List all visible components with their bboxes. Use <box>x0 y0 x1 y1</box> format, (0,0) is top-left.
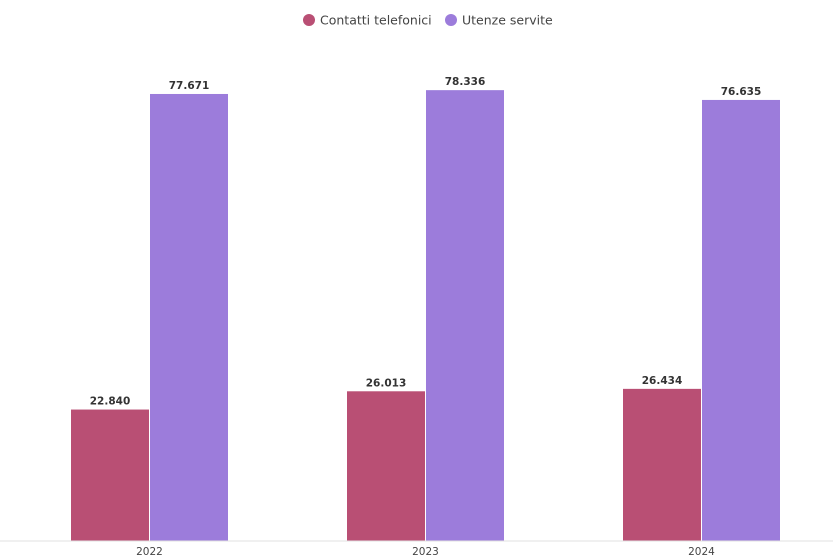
x-tick-label-2024: 2024 <box>688 546 715 558</box>
bar-contatti-telefonici-2024 <box>623 388 701 541</box>
x-axis-ticks: 2022 2023 2024 <box>136 546 715 558</box>
value-label-utenze-servite-2024: 76.635 <box>721 86 762 98</box>
legend-label-utenze-servite: Utenze servite <box>462 13 553 28</box>
bar-utenze-servite-2022 <box>150 93 228 541</box>
x-tick-label-2022: 2022 <box>136 546 163 558</box>
legend-marker-contatti-telefonici <box>303 14 315 26</box>
value-label-utenze-servite-2023: 78.336 <box>445 76 486 88</box>
legend-label-contatti-telefonici: Contatti telefonici <box>320 13 432 28</box>
value-label-contatti-telefonici-2022: 22.840 <box>90 396 131 408</box>
value-label-contatti-telefonici-2023: 26.013 <box>366 377 407 389</box>
bar-contatti-telefonici-2023 <box>347 391 425 541</box>
bar-utenze-servite-2024 <box>702 99 780 542</box>
bar-utenze-servite-2023 <box>426 90 504 542</box>
x-tick-label-2023: 2023 <box>412 546 439 558</box>
value-label-utenze-servite-2022: 77.671 <box>169 80 210 92</box>
bar-contatti-telefonici-2022 <box>71 409 149 541</box>
value-label-contatti-telefonici-2024: 26.434 <box>642 375 683 387</box>
value-labels-group: 22.840 77.671 26.013 78.336 26.434 76.635 <box>90 76 762 407</box>
chart-legend: Contatti telefonici Utenze servite <box>303 13 553 28</box>
bars-group <box>71 90 780 542</box>
legend-marker-utenze-servite <box>445 14 457 26</box>
